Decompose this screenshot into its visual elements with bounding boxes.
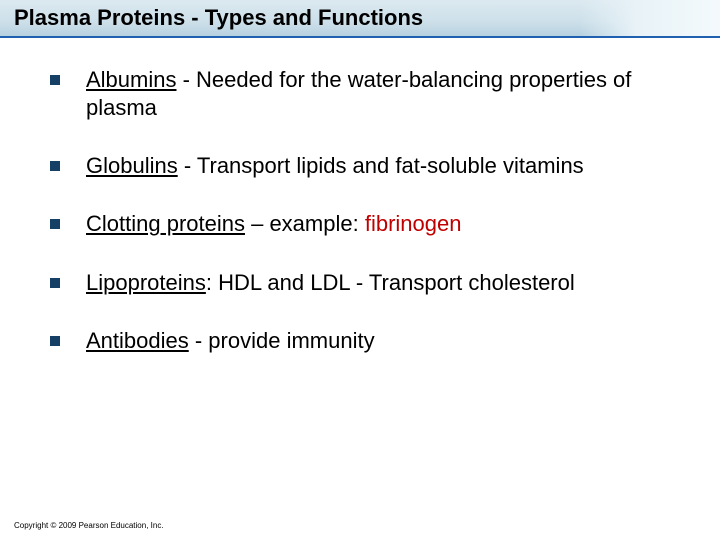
- slide-title: Plasma Proteins - Types and Functions: [14, 5, 423, 31]
- rest: - Transport lipids and fat-soluble vitam…: [178, 153, 584, 178]
- list-item: Clotting proteins – example: fibrinogen: [50, 210, 660, 238]
- list-item: Lipoproteins: HDL and LDL - Transport ch…: [50, 269, 660, 297]
- list-item: Antibodies - provide immunity: [50, 327, 660, 355]
- copyright-text: Copyright © 2009 Pearson Education, Inc.: [14, 521, 164, 530]
- header-band: Plasma Proteins - Types and Functions: [0, 0, 720, 38]
- list-item: Albumins - Needed for the water-balancin…: [50, 66, 660, 122]
- term: Albumins: [86, 67, 176, 92]
- bullet-list: Albumins - Needed for the water-balancin…: [50, 66, 660, 355]
- term: Lipoproteins: [86, 270, 206, 295]
- list-item: Globulins - Transport lipids and fat-sol…: [50, 152, 660, 180]
- term: Clotting proteins: [86, 211, 245, 236]
- term: Antibodies: [86, 328, 189, 353]
- slide-content: Albumins - Needed for the water-balancin…: [0, 38, 720, 355]
- rest: - provide immunity: [189, 328, 375, 353]
- rest: – example:: [245, 211, 365, 236]
- term: Globulins: [86, 153, 178, 178]
- highlight: fibrinogen: [365, 211, 462, 236]
- rest: : HDL and LDL - Transport cholesterol: [206, 270, 575, 295]
